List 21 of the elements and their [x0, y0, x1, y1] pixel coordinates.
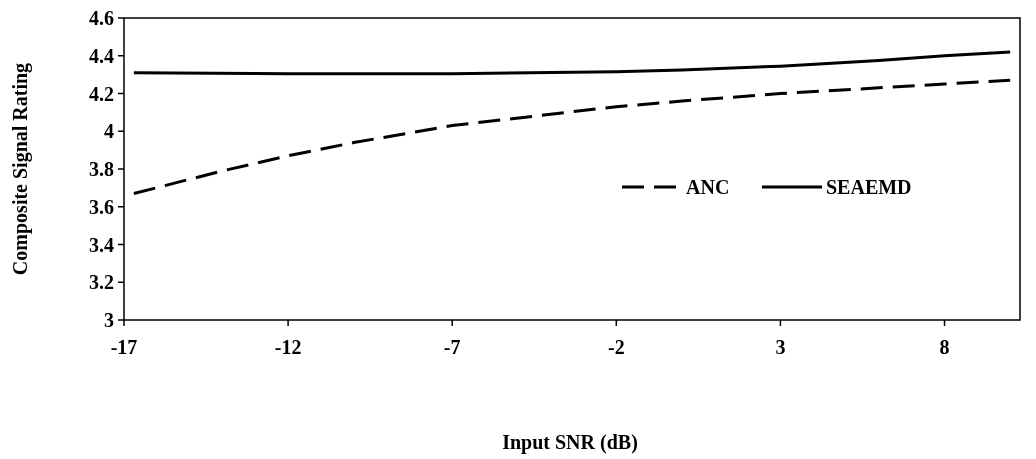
y-tick-label: 4 [104, 120, 114, 143]
y-tick-label: 4.6 [89, 7, 114, 29]
line-series [132, 78, 1012, 196]
x-tick-label: 8 [939, 336, 950, 358]
y-tick-label: 3.6 [89, 195, 114, 218]
x-tick-label: -7 [443, 336, 461, 358]
legend-label: SEAEMD [826, 176, 912, 199]
y-tick-label: 3.8 [89, 158, 114, 180]
y-tick-label: 4.2 [89, 82, 114, 105]
x-tick-label: -12 [274, 336, 302, 358]
line-series [132, 50, 1012, 76]
y-tick-label: 3.2 [89, 271, 114, 294]
x-tick-label: -17 [110, 336, 138, 358]
y-axis-title: Composite Signal Rating [9, 62, 32, 276]
y-tick-label: 4.4 [89, 44, 114, 67]
y-tick-label: 3 [104, 309, 114, 331]
x-tick-label: 3 [775, 336, 786, 358]
y-tick-label: 3.4 [89, 233, 114, 256]
x-tick-label: -2 [607, 336, 625, 358]
legend-label: ANC [686, 176, 730, 199]
x-axis-title: Input SNR (dB) [502, 431, 638, 454]
